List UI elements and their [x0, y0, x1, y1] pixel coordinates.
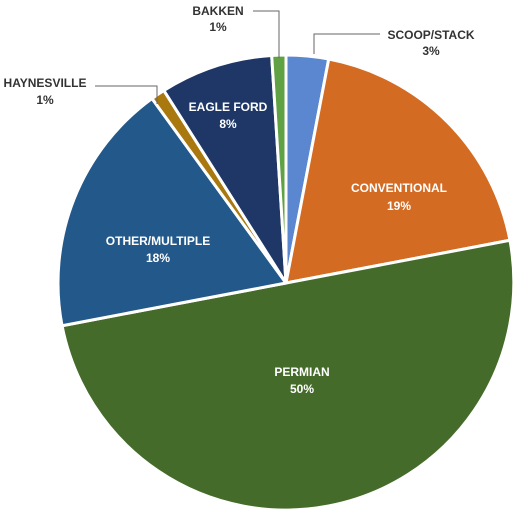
slice-conventional [284, 57, 512, 285]
label-haynesville-value: 1% [36, 93, 54, 107]
label-other-multiple-name: OTHER/MULTIPLE [106, 234, 210, 248]
slice-permian [60, 238, 516, 512]
label-scoop-stack-name: SCOOP/STACK [387, 28, 474, 42]
label-eagle-ford-name: EAGLE FORD [189, 100, 268, 114]
label-conventional-value: 19% [387, 199, 411, 213]
slice-eagle-ford [162, 53, 288, 285]
label-bakken-name: BAKKEN [192, 4, 243, 18]
pie-slices [56, 53, 516, 512]
slice-other-multiple [56, 97, 288, 328]
leader-line-scoop-stack [313, 33, 380, 54]
label-permian-name: PERMIAN [274, 365, 329, 379]
label-eagle-ford-value: 8% [219, 117, 237, 131]
leader-line-haynesville [95, 85, 158, 104]
label-conventional-name: CONVENTIONAL [351, 181, 447, 195]
leader-line-bakken [253, 10, 280, 58]
label-haynesville-name: HAYNESVILLE [4, 76, 87, 90]
leader-lines [95, 10, 380, 104]
label-other-multiple-value: 18% [146, 251, 170, 265]
label-permian-value: 50% [290, 382, 314, 396]
label-scoop-stack-value: 3% [422, 44, 440, 58]
label-bakken-value: 1% [209, 20, 227, 34]
